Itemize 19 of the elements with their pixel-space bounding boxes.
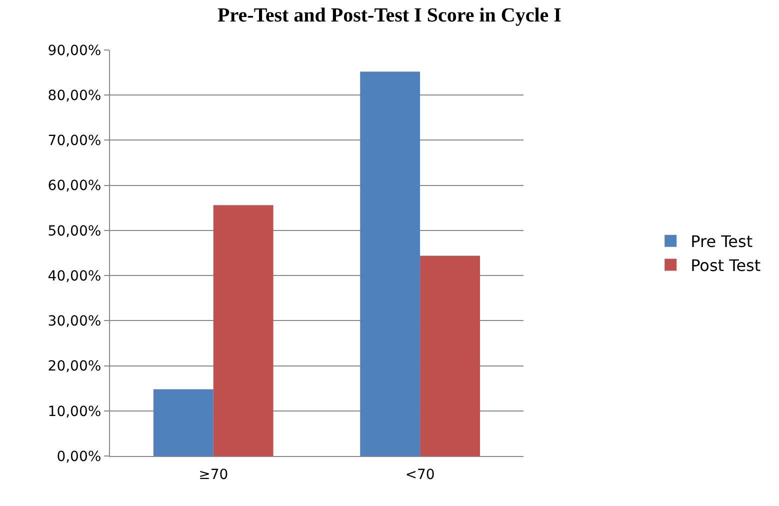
bar [420,256,480,456]
y-tick-label: 80,00% [48,88,102,104]
y-tick-label: 10,00% [48,404,102,420]
y-tick-label: 0,00% [56,448,102,465]
y-tick-label: 40,00% [48,268,102,284]
y-tick-label: 30,00% [48,314,102,330]
bar [153,389,214,456]
bar [360,72,420,456]
x-tick-label: ≥70 [198,466,228,483]
y-tick-label: 60,00% [48,178,102,194]
chart-title: Pre-Test and Post-Test I Score in Cycle I [218,4,562,27]
legend-label: Pre Test [690,232,753,252]
y-tick-label: 20,00% [48,358,102,375]
y-tick-label: 50,00% [48,223,102,240]
legend-label: Post Test [690,256,761,275]
x-tick-label: <70 [405,466,435,483]
bar [213,205,274,456]
y-tick-label: 70,00% [48,133,102,150]
y-tick-label: 90,00% [48,42,102,59]
